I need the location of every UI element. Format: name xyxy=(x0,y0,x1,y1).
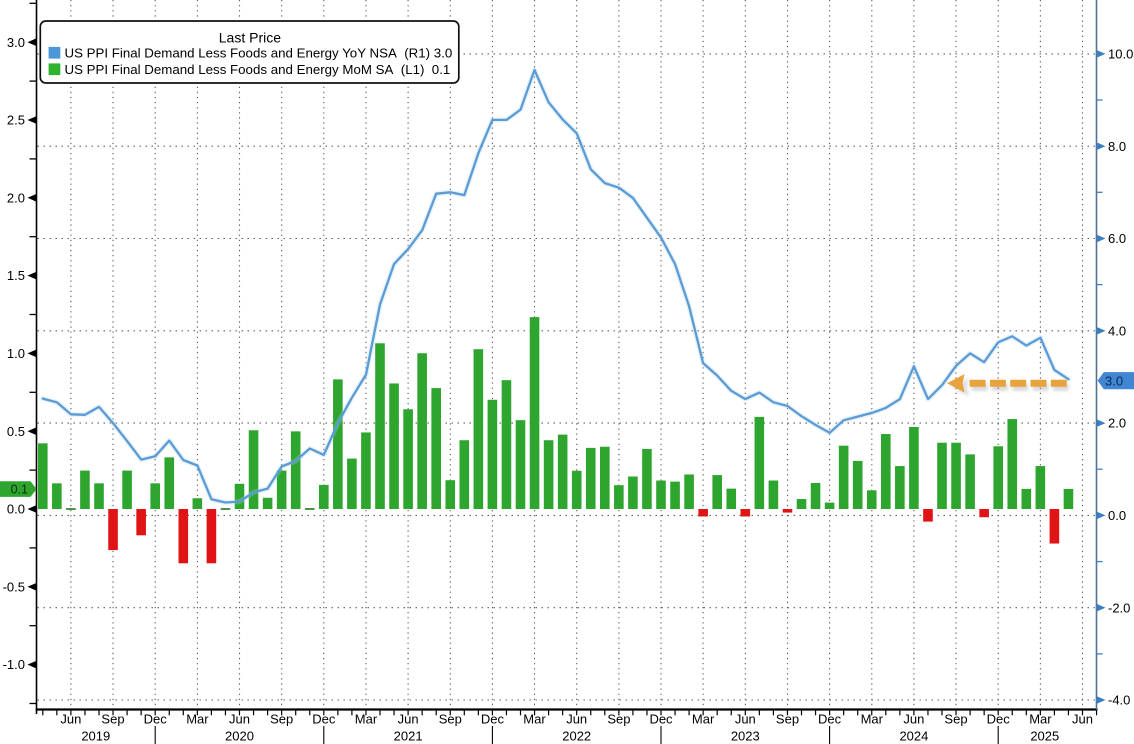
svg-text:8.0: 8.0 xyxy=(1108,139,1126,154)
svg-text:US PPI Final Demand Less Foods: US PPI Final Demand Less Foods and Energ… xyxy=(65,45,453,60)
svg-text:2024: 2024 xyxy=(899,729,928,744)
svg-text:0.5: 0.5 xyxy=(7,424,25,439)
svg-text:2021: 2021 xyxy=(394,729,423,744)
svg-text:Dec: Dec xyxy=(818,712,842,727)
svg-text:Dec: Dec xyxy=(312,712,336,727)
svg-text:Mar: Mar xyxy=(861,712,884,727)
svg-text:Mar: Mar xyxy=(355,712,378,727)
svg-text:Jun: Jun xyxy=(566,712,587,727)
svg-text:Dec: Dec xyxy=(481,712,505,727)
svg-text:2.5: 2.5 xyxy=(7,113,25,128)
svg-text:Sep: Sep xyxy=(270,712,293,727)
svg-text:Sep: Sep xyxy=(101,712,124,727)
svg-text:10.0: 10.0 xyxy=(1108,47,1133,62)
svg-text:Sep: Sep xyxy=(944,712,967,727)
svg-text:2022: 2022 xyxy=(562,729,591,744)
svg-text:2023: 2023 xyxy=(731,729,760,744)
svg-text:Jun: Jun xyxy=(398,712,419,727)
svg-text:-1.0: -1.0 xyxy=(3,657,25,672)
svg-text:2025: 2025 xyxy=(1030,729,1059,744)
svg-text:Jun: Jun xyxy=(229,712,250,727)
svg-text:6.0: 6.0 xyxy=(1108,231,1126,246)
svg-text:3.0: 3.0 xyxy=(1105,373,1123,388)
svg-text:1.5: 1.5 xyxy=(7,268,25,283)
svg-text:Dec: Dec xyxy=(649,712,673,727)
svg-text:0.0: 0.0 xyxy=(7,502,25,517)
svg-text:Dec: Dec xyxy=(144,712,168,727)
svg-text:Jun: Jun xyxy=(903,712,924,727)
svg-text:Last Price: Last Price xyxy=(219,29,281,45)
svg-text:Mar: Mar xyxy=(1029,712,1052,727)
svg-text:1.0: 1.0 xyxy=(7,346,25,361)
svg-text:-2.0: -2.0 xyxy=(1108,600,1130,615)
svg-text:Sep: Sep xyxy=(776,712,799,727)
svg-text:US PPI Final Demand Less Foods: US PPI Final Demand Less Foods and Energ… xyxy=(65,62,451,77)
svg-text:-4.0: -4.0 xyxy=(1108,693,1130,708)
svg-text:2019: 2019 xyxy=(81,729,110,744)
svg-text:Sep: Sep xyxy=(439,712,462,727)
svg-text:Sep: Sep xyxy=(607,712,630,727)
svg-text:Jun: Jun xyxy=(735,712,756,727)
svg-text:Mar: Mar xyxy=(523,712,546,727)
svg-text:4.0: 4.0 xyxy=(1108,323,1126,338)
svg-text:0.0: 0.0 xyxy=(1108,508,1126,523)
svg-text:2020: 2020 xyxy=(225,729,254,744)
svg-text:Jun: Jun xyxy=(1072,712,1093,727)
svg-text:Dec: Dec xyxy=(987,712,1011,727)
svg-text:0.1: 0.1 xyxy=(11,483,28,497)
svg-text:2.0: 2.0 xyxy=(1108,416,1126,431)
svg-text:Mar: Mar xyxy=(186,712,209,727)
svg-text:3.0: 3.0 xyxy=(7,35,25,50)
svg-text:Jun: Jun xyxy=(60,712,81,727)
svg-text:-0.5: -0.5 xyxy=(3,579,25,594)
svg-text:2.0: 2.0 xyxy=(7,190,25,205)
svg-text:Mar: Mar xyxy=(692,712,715,727)
